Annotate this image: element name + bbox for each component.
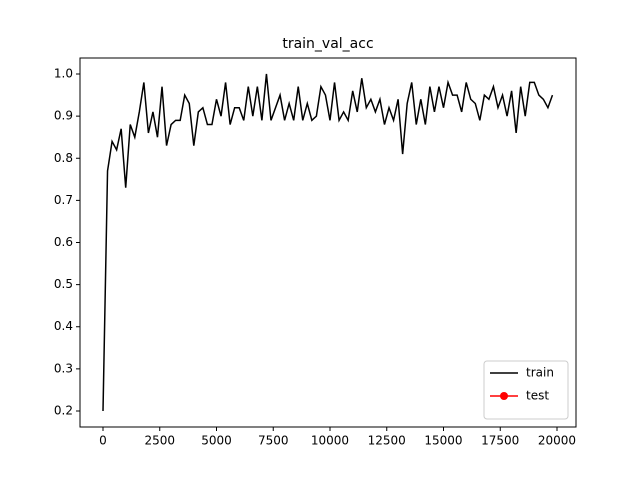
y-tick-label: 0.5 bbox=[54, 277, 73, 291]
x-tick-label: 12500 bbox=[368, 434, 406, 448]
y-tick-label: 0.9 bbox=[54, 109, 73, 123]
y-tick-label: 0.4 bbox=[54, 319, 73, 333]
chart-title: train_val_acc bbox=[282, 36, 373, 52]
x-tick-label: 15000 bbox=[424, 434, 462, 448]
x-tick-label: 5000 bbox=[201, 434, 232, 448]
legend-label: test bbox=[526, 389, 549, 403]
legend-box bbox=[483, 360, 569, 420]
legend-label: train bbox=[526, 366, 554, 380]
x-tick-label: 2500 bbox=[144, 434, 175, 448]
x-tick-label: 0 bbox=[99, 434, 107, 448]
x-tick-label: 10000 bbox=[311, 434, 349, 448]
y-tick-label: 0.8 bbox=[54, 151, 73, 165]
y-tick-label: 0.7 bbox=[54, 193, 73, 207]
x-tick-label: 7500 bbox=[258, 434, 289, 448]
y-tick-label: 0.3 bbox=[54, 361, 73, 375]
legend-marker bbox=[500, 392, 508, 400]
y-tick-label: 0.2 bbox=[54, 403, 73, 417]
line bbox=[102, 73, 554, 412]
x-tick-label: 17500 bbox=[481, 434, 519, 448]
x-tick-label: 20000 bbox=[538, 434, 576, 448]
y-tick-label: 0.6 bbox=[54, 235, 73, 249]
axes-frame bbox=[79, 57, 577, 428]
y-tick-label: 1.0 bbox=[54, 67, 73, 81]
